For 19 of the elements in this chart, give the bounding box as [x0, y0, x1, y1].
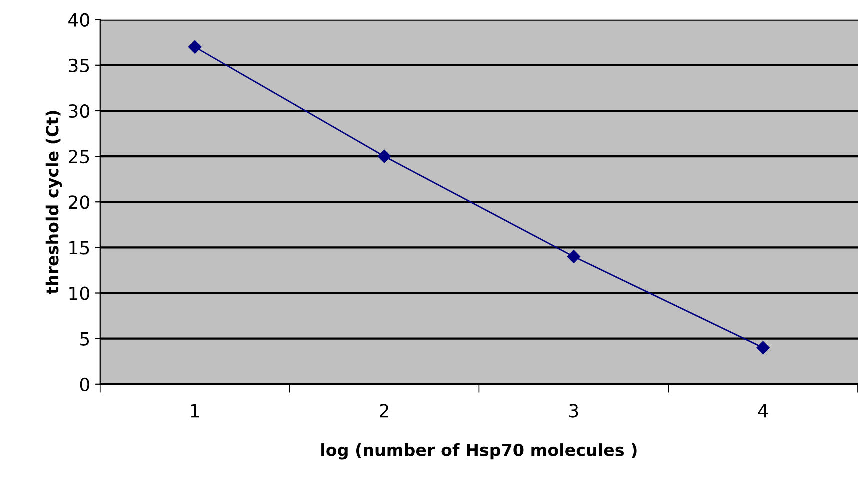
point	[567, 250, 580, 264]
point	[188, 40, 202, 54]
point	[756, 341, 770, 355]
y-tick-label: 40	[68, 13, 90, 27]
x-tick-label: 3	[570, 404, 578, 418]
y-tick-label: 35	[69, 58, 90, 73]
y-tick-label: 10	[70, 286, 90, 300]
y-tick-label: 0	[80, 378, 90, 392]
y-axis-title: threshold cycle (Ct)	[46, 111, 62, 294]
x-axis-title: log (number of Hsp70 molecules )	[322, 444, 637, 460]
y-tick-label: 25	[69, 150, 90, 164]
x-tick-label: 2	[380, 404, 388, 418]
y-tick-label: 15	[70, 241, 90, 255]
point	[378, 150, 392, 164]
x-tick-label: 4	[758, 404, 768, 418]
y-tick-label: 30	[69, 104, 90, 118]
y-tick-label: 20	[69, 196, 90, 210]
y-tick-label: 5	[80, 332, 90, 346]
x-tick-label: 1	[191, 404, 200, 418]
